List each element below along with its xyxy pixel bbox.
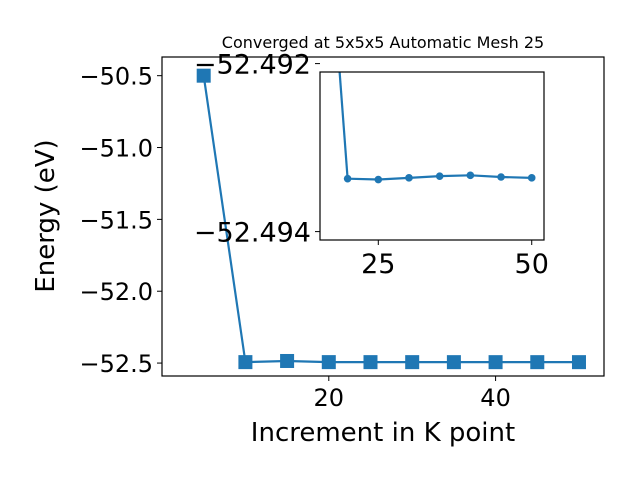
inset-y-tick-label: −52.492	[194, 50, 311, 81]
data-point	[530, 355, 545, 370]
main-x-ticks: 20 40	[314, 376, 511, 412]
chart-title: Converged at 5x5x5 Automatic Mesh 25	[222, 33, 544, 52]
inset-data-point	[497, 173, 505, 181]
data-point	[446, 355, 461, 370]
inset-series-drop	[338, 71, 349, 179]
main-y-ticks: −52.5 −52.0 −51.5 −51.0 −50.5	[79, 63, 162, 378]
inset-data-point	[466, 171, 475, 180]
y-tick-label: −51.5	[79, 206, 153, 234]
inset-data-point	[343, 174, 352, 183]
inset-x-ticks: 25 50	[361, 240, 549, 280]
inset-data-point	[527, 174, 536, 182]
x-tick-label: 20	[314, 384, 345, 412]
data-point	[488, 355, 503, 370]
data-point	[571, 355, 586, 370]
inset-plot-area	[338, 71, 536, 184]
inset-data-point	[374, 175, 383, 184]
inset-plot-background	[320, 72, 544, 240]
data-point	[280, 353, 295, 368]
inset-plot-frame	[319, 71, 545, 241]
data-point	[363, 355, 378, 370]
data-point	[238, 355, 253, 370]
x-tick-label: 40	[480, 384, 511, 412]
y-tick-label: −52.0	[79, 278, 153, 306]
x-axis-label: Increment in K point	[251, 418, 515, 448]
main-plot-area	[196, 68, 586, 370]
inset-y-ticks: −52.494 −52.492	[194, 50, 320, 249]
inset-data-point	[405, 174, 413, 182]
series-line	[202, 75, 579, 364]
y-tick-label: −50.5	[79, 63, 153, 91]
y-tick-label: −51.0	[79, 135, 153, 163]
y-tick-label: −52.5	[79, 350, 153, 378]
inset-x-tick-label: 50	[515, 249, 549, 280]
main-plot-frame	[161, 56, 605, 377]
y-axis-label: Energy (eV)	[31, 139, 61, 292]
inset-y-tick-label: −52.494	[194, 218, 311, 249]
inset-data-point	[435, 172, 444, 180]
inset-x-tick-label: 25	[361, 249, 395, 280]
data-point	[196, 68, 211, 83]
data-point	[321, 355, 336, 370]
data-point	[405, 355, 420, 370]
